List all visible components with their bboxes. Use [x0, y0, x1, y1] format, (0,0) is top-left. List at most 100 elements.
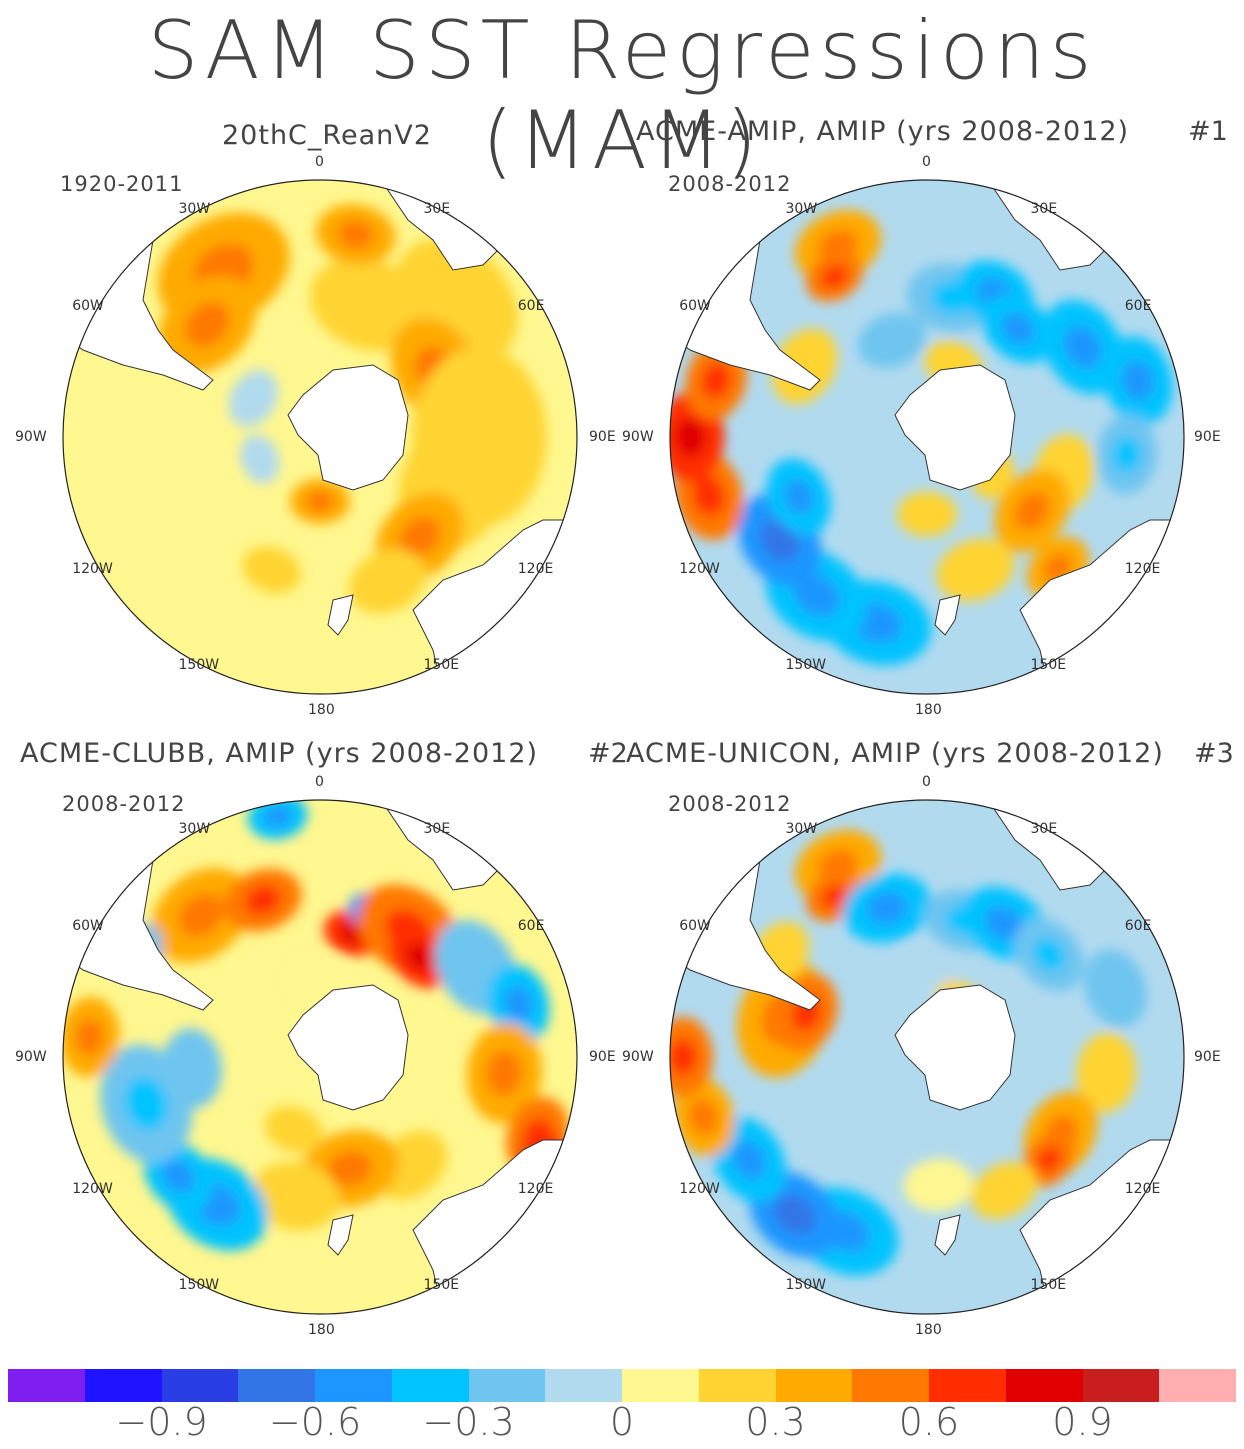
colorbar-tick-label: −0.6 [268, 1400, 362, 1444]
sst-anomaly-core [178, 893, 224, 937]
sst-anomaly-core [306, 490, 334, 512]
lon-label: 30E [1030, 821, 1058, 838]
lon-label: 120W [72, 560, 113, 577]
period-label-clubb: 2008-2012 [62, 792, 186, 816]
colorbar-swatch [238, 1369, 315, 1402]
lon-label: 150W [785, 1276, 827, 1293]
panel-number-unicon: #3 [1194, 738, 1234, 769]
sst-anomaly-core [245, 885, 281, 915]
lon-label: 120W [679, 560, 720, 577]
polar-map-unicon [669, 799, 1185, 1315]
map-boundary [62, 179, 578, 695]
sst-anomaly-core [1112, 436, 1141, 473]
sst-anomaly-contour [897, 491, 957, 537]
lon-label: 60W [72, 917, 104, 934]
sst-anomaly-core [185, 302, 230, 347]
panel-title-unicon: ACME-UNICON, AMIP (yrs 2008-2012) [626, 738, 1164, 769]
lon-label: 120E [517, 560, 554, 577]
lon-label: 30E [423, 821, 451, 838]
lon-label: 60E [1124, 297, 1152, 314]
polar-map-clubb [62, 799, 578, 1315]
lon-label: 0 [922, 774, 931, 790]
sst-anomaly-core [162, 1159, 195, 1193]
sst-anomaly-contour [161, 1028, 223, 1109]
lon-label: 90E [1194, 1049, 1221, 1065]
colorbar-tick-label: −0.9 [115, 1400, 208, 1444]
lon-label: 150E [423, 656, 460, 673]
sst-anomaly-core [1063, 325, 1102, 369]
sst-anomaly-contour [1084, 949, 1147, 1028]
colorbar-swatch [1159, 1369, 1236, 1402]
sst-anomaly-contour [897, 944, 957, 990]
sst-anomaly-core [793, 573, 840, 617]
colorbar-swatch [84, 1369, 162, 1402]
sst-anomaly-core [774, 1194, 816, 1235]
lon-label: 150E [423, 1276, 460, 1293]
lon-label: 120W [72, 1180, 113, 1197]
sst-anomaly-core [504, 986, 533, 1022]
sst-anomaly-core [784, 479, 814, 515]
lon-label: 30W [785, 821, 818, 838]
lon-label: 120E [517, 1180, 554, 1197]
lon-label: 180 [308, 1322, 335, 1338]
colorbar-swatch [929, 1369, 1006, 1402]
panel-title-amip: ACME-AMIP, AMIP (yrs 2008-2012) [636, 116, 1130, 147]
lon-label: 90W [622, 429, 654, 445]
lon-label: 60E [517, 297, 545, 314]
sst-anomaly-contour [857, 312, 926, 368]
period-label-rean: 1920-2011 [60, 172, 184, 196]
lon-label: 30W [178, 821, 211, 838]
colorbar-swatch [1005, 1369, 1083, 1402]
lon-label: 60E [517, 917, 545, 934]
lon-label: 60W [72, 297, 104, 314]
colorbar-swatch [161, 1369, 239, 1402]
lon-label: 0 [315, 154, 324, 170]
panel-title-clubb: ACME-CLUBB, AMIP (yrs 2008-2012) [20, 738, 539, 769]
sst-anomaly-contour [771, 328, 838, 405]
sst-anomaly-core [821, 265, 848, 289]
sst-anomaly-core [1037, 1147, 1061, 1172]
colorbar-swatch [391, 1369, 469, 1402]
sst-anomaly-contour [242, 546, 301, 594]
sst-anomaly-core [1001, 312, 1035, 345]
lon-label: 90E [589, 1049, 616, 1065]
sst-anomaly-contour [250, 1162, 341, 1231]
panel-number-clubb: #2 [588, 738, 628, 769]
sst-anomaly-core [867, 891, 908, 925]
sst-anomaly-core [701, 362, 731, 399]
lon-label: 180 [915, 702, 942, 718]
lon-label: 0 [315, 774, 324, 790]
map-boundary [669, 179, 1185, 695]
sst-anomaly-core [692, 475, 725, 516]
colorbar-swatch [315, 1369, 392, 1402]
lon-label: 150E [1030, 656, 1067, 673]
lon-label: 90W [15, 429, 47, 445]
colorbar-tick-label: 0.6 [898, 1400, 960, 1444]
colorbar-swatch [8, 1369, 85, 1402]
colorbar-swatch [698, 1369, 776, 1402]
lon-label: 120E [1124, 1180, 1161, 1197]
sst-anomaly-core [405, 942, 435, 972]
sst-anomaly-core [670, 1039, 697, 1075]
colorbar-swatch [775, 1369, 853, 1402]
lon-label: 150W [178, 1276, 220, 1293]
sst-anomaly-core [486, 1050, 522, 1096]
lon-label: 150W [785, 656, 827, 673]
sst-anomaly-core [1121, 360, 1155, 401]
period-label-amip: 2008-2012 [668, 172, 792, 196]
sst-anomaly-core [1033, 938, 1065, 972]
sst-anomaly-contour [1076, 1032, 1137, 1113]
lon-label: 90W [622, 1049, 654, 1065]
lon-label: 180 [915, 1322, 942, 1338]
lon-label: 90E [1194, 429, 1221, 445]
lon-label: 90E [589, 429, 616, 445]
colorbar-tick-label: 0.3 [745, 1400, 806, 1444]
lon-label: 60W [679, 917, 711, 934]
sst-anomaly-contour [240, 434, 280, 484]
colorbar-swatch [468, 1369, 546, 1402]
sst-anomaly-core [124, 1076, 168, 1131]
panel-title-rean: 20thC_ReanV2 [222, 120, 432, 151]
lon-label: 60W [679, 297, 711, 314]
lon-label: 120W [679, 1180, 720, 1197]
sst-anomaly-core [264, 805, 292, 828]
